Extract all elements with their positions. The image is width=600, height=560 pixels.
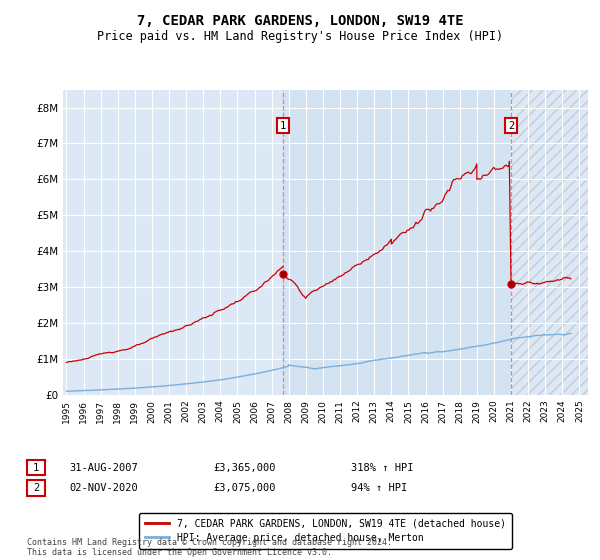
Text: 2: 2 [508, 120, 514, 130]
Text: Price paid vs. HM Land Registry's House Price Index (HPI): Price paid vs. HM Land Registry's House … [97, 30, 503, 43]
Text: 31-AUG-2007: 31-AUG-2007 [69, 463, 138, 473]
Text: 1: 1 [33, 463, 39, 473]
Text: 94% ↑ HPI: 94% ↑ HPI [351, 483, 407, 493]
Legend: 7, CEDAR PARK GARDENS, LONDON, SW19 4TE (detached house), HPI: Average price, de: 7, CEDAR PARK GARDENS, LONDON, SW19 4TE … [139, 513, 512, 549]
Text: 318% ↑ HPI: 318% ↑ HPI [351, 463, 413, 473]
Text: 2: 2 [33, 483, 39, 493]
Bar [511, 90, 588, 395]
Text: 1: 1 [280, 120, 286, 130]
Text: 02-NOV-2020: 02-NOV-2020 [69, 483, 138, 493]
Text: £3,075,000: £3,075,000 [213, 483, 275, 493]
Text: 7, CEDAR PARK GARDENS, LONDON, SW19 4TE: 7, CEDAR PARK GARDENS, LONDON, SW19 4TE [137, 14, 463, 28]
Text: £3,365,000: £3,365,000 [213, 463, 275, 473]
Text: Contains HM Land Registry data © Crown copyright and database right 2024.
This d: Contains HM Land Registry data © Crown c… [27, 538, 392, 557]
Bar [283, 90, 511, 395]
